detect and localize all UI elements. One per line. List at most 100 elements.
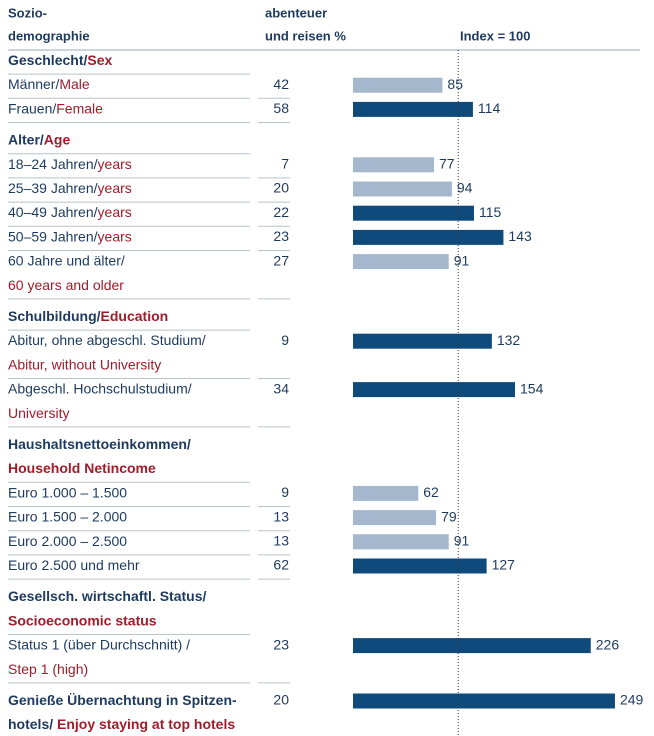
row-label: hotels/ Enjoy staying at top hotels [8, 716, 235, 732]
bar [353, 382, 516, 398]
label-part: Female [56, 100, 103, 116]
row-label: 18–24 Jahren/years [8, 156, 132, 172]
bar-value: 226 [596, 636, 620, 652]
header: Sozio- [8, 5, 47, 20]
label-part: Genieße Übernachtung in Spitzen- [8, 692, 237, 708]
label-part: Education [101, 308, 169, 324]
bar [353, 638, 591, 654]
bar [353, 693, 615, 709]
label-part: Male [59, 76, 90, 92]
label-part: Abitur, without University [8, 356, 161, 372]
row-label: Euro 1.000 – 1.500 [8, 484, 127, 500]
row-label: 25–39 Jahren/years [8, 180, 132, 196]
label-part: Status 1 (über Durchschnitt) / [8, 636, 190, 652]
row-label: Schulbildung/Education [8, 308, 168, 324]
row-label: Alter/Age [8, 131, 70, 147]
percent: 7 [281, 156, 289, 172]
label-part: Enjoy staying at top hotels [57, 716, 235, 732]
bar [353, 534, 449, 550]
bar-value: 143 [508, 228, 532, 244]
label-part: Step 1 (high) [8, 661, 88, 677]
bar [353, 510, 437, 526]
percent: 13 [273, 533, 289, 549]
row-label: Haushaltsnettoeinkommen/ [8, 436, 191, 452]
bar [353, 485, 419, 501]
label-part: Euro 1.500 – 2.000 [8, 508, 127, 524]
bar-value: 127 [492, 557, 516, 573]
label-part: Geschlecht/ [8, 52, 87, 68]
header: Index = 100 [460, 28, 530, 43]
label-part: 60 years and older [8, 277, 124, 293]
bar-value: 91 [454, 252, 470, 268]
label-part: Abitur, ohne abgeschl. Studium/ [8, 332, 206, 348]
percent: 23 [273, 228, 289, 244]
bar-value: 91 [454, 533, 470, 549]
bar-value: 85 [447, 76, 463, 92]
bar [353, 254, 449, 270]
percent: 22 [273, 204, 289, 220]
row-label: Socioeconomic status [8, 612, 157, 628]
percent: 42 [273, 76, 289, 92]
label-part: Alter/ [8, 131, 44, 147]
label-part: Euro 2.500 und mehr [8, 557, 140, 573]
label-part: hotels/ [8, 716, 57, 732]
bar-value: 115 [479, 204, 502, 220]
label-part: University [8, 405, 69, 421]
label-part: years [98, 156, 132, 172]
bar [353, 333, 492, 349]
percent: 27 [273, 252, 289, 268]
bar [353, 558, 487, 574]
row-label: Abitur, ohne abgeschl. Studium/ [8, 332, 206, 348]
label-part: Abgeschl. Hochschulstudium/ [8, 380, 192, 396]
label-part: 50–59 Jahren/ [8, 228, 98, 244]
header: demographie [8, 28, 90, 43]
row-label: 50–59 Jahren/years [8, 228, 132, 244]
label-part: Schulbildung/ [8, 308, 101, 324]
percent: 58 [273, 100, 289, 116]
label-part: Haushaltsnettoeinkommen/ [8, 436, 191, 452]
row-label: Household Netincome [8, 460, 156, 476]
row-label: University [8, 405, 69, 421]
row-label: Frauen/Female [8, 100, 103, 116]
bar [353, 101, 473, 117]
label-part: years [98, 180, 132, 196]
bar-value: 132 [497, 332, 521, 348]
label-part: 60 Jahre und älter/ [8, 252, 125, 268]
percent: 34 [273, 380, 289, 396]
row-label: Abitur, without University [8, 356, 161, 372]
percent: 9 [281, 484, 289, 500]
row-label: Gesellsch. wirtschaftl. Status/ [8, 588, 207, 604]
bar [353, 181, 452, 197]
row-label: Genieße Übernachtung in Spitzen- [8, 692, 237, 708]
label-part: 18–24 Jahren/ [8, 156, 98, 172]
bar-value: 79 [441, 508, 457, 524]
row-label: Euro 2.500 und mehr [8, 557, 140, 573]
row-label: 60 years and older [8, 277, 124, 293]
label-part: Euro 2.000 – 2.500 [8, 533, 127, 549]
label-part: 25–39 Jahren/ [8, 180, 98, 196]
bar-value: 62 [423, 484, 439, 500]
row-label: Abgeschl. Hochschulstudium/ [8, 380, 192, 396]
row-label: Euro 2.000 – 2.500 [8, 533, 127, 549]
bar-value: 77 [439, 156, 455, 172]
bar [353, 77, 443, 93]
percent: 20 [273, 692, 289, 708]
row-label: Step 1 (high) [8, 661, 88, 677]
row-label: Männer/Male [8, 76, 90, 92]
label-part: Männer/ [8, 76, 59, 92]
label-part: Sex [87, 52, 112, 68]
bar-value: 154 [520, 380, 544, 396]
row-label: Status 1 (über Durchschnitt) / [8, 636, 190, 652]
header: abenteuer [265, 5, 327, 20]
label-part: Socioeconomic status [8, 612, 157, 628]
header: und reisen % [265, 28, 346, 43]
bar [353, 229, 504, 245]
row-label: Euro 1.500 – 2.000 [8, 508, 127, 524]
row-label: 40–49 Jahren/years [8, 204, 132, 220]
bar-value: 114 [478, 100, 501, 116]
label-part: years [98, 228, 132, 244]
label-part: Euro 1.000 – 1.500 [8, 484, 127, 500]
percent: 62 [273, 557, 289, 573]
bar-value: 249 [620, 692, 644, 708]
bar [353, 205, 474, 221]
